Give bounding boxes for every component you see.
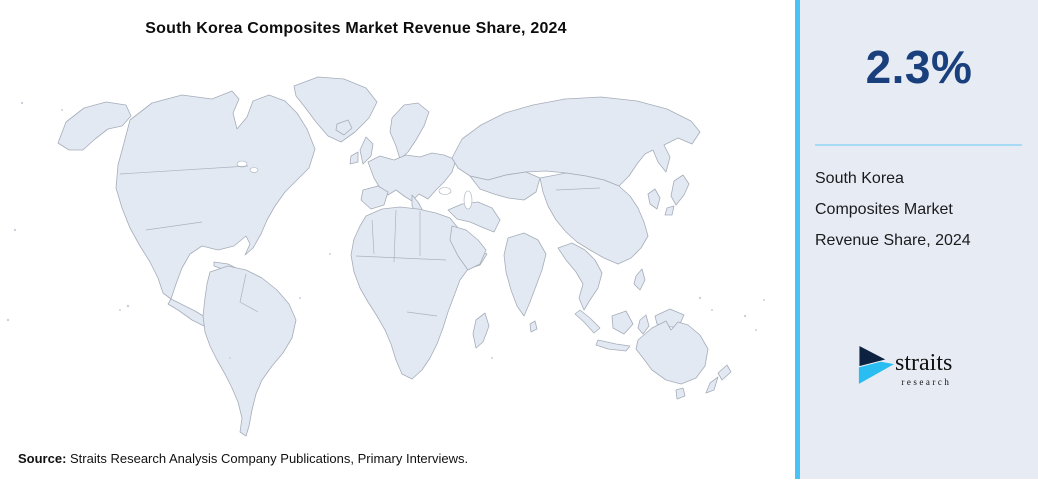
metric-description: South Korea Composites Market Revenue Sh… <box>815 163 1038 256</box>
world-map <box>0 58 795 455</box>
world-map-svg <box>6 76 765 437</box>
source-text: Straits Research Analysis Company Public… <box>70 451 469 466</box>
straits-logo-icon <box>858 344 894 391</box>
metric-value: 2.3% <box>865 41 973 93</box>
stat-sidebar: 2.3% South Korea Composites Market Reven… <box>800 0 1038 479</box>
logo-text: straits research <box>895 344 952 387</box>
metric-description-line1: South Korea <box>815 170 904 187</box>
metric-divider-line <box>815 144 1022 146</box>
source-label: Source: <box>18 451 71 466</box>
accent-divider-bar <box>795 0 800 479</box>
logo-wordmark: straits <box>895 350 953 376</box>
logo-subtitle: research <box>901 377 952 387</box>
metric-description-line2: Composites Market <box>815 201 953 218</box>
chart-title: South Korea Composites Market Revenue Sh… <box>145 20 567 37</box>
straits-research-logo: straits research <box>858 344 952 391</box>
source-attribution: Source: Straits Research Analysis Compan… <box>18 451 468 466</box>
metric-description-line3: Revenue Share, 2024 <box>815 232 971 249</box>
